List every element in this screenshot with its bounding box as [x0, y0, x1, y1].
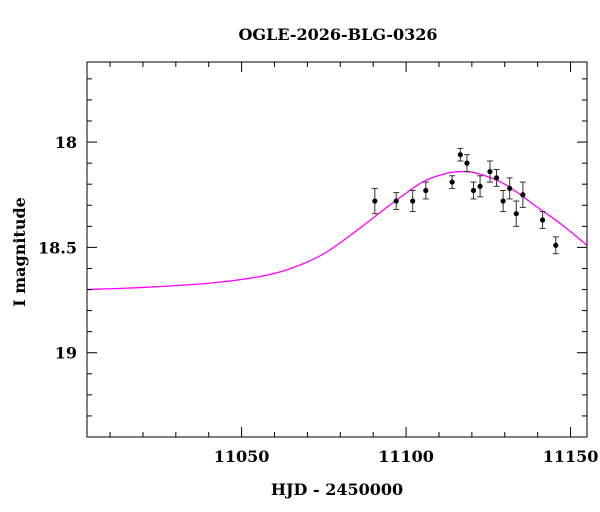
data-marker — [493, 175, 500, 181]
y-tick-label: 18 — [55, 133, 77, 152]
x-tick-labels: 11050 11100 11150 — [214, 447, 599, 466]
data-marker — [477, 183, 483, 189]
data-point — [513, 200, 520, 227]
data-marker — [393, 198, 399, 204]
data-marker — [464, 160, 470, 166]
x-tick-label: 11100 — [378, 447, 434, 466]
data-marker — [500, 198, 506, 204]
data-point — [449, 175, 456, 189]
chart-title: OGLE-2026-BLG-0326 — [238, 25, 437, 44]
data-marker — [513, 211, 519, 217]
data-marker — [410, 198, 416, 204]
axis-ticks — [87, 62, 587, 437]
data-point — [500, 190, 507, 213]
y-tick-label: 18.5 — [38, 238, 77, 257]
x-tick-label: 11050 — [214, 447, 270, 466]
x-tick-label: 11150 — [543, 447, 599, 466]
data-point — [477, 175, 484, 198]
data-marker — [457, 152, 463, 158]
data-marker — [423, 187, 429, 194]
data-point — [393, 192, 400, 210]
data-point — [409, 190, 416, 213]
data-marker — [520, 192, 526, 198]
data-point — [486, 160, 493, 183]
data-points-layer — [371, 147, 559, 255]
data-point — [470, 181, 477, 200]
data-point — [463, 154, 470, 173]
plot-frame — [86, 61, 588, 438]
data-marker — [449, 179, 455, 185]
data-marker — [507, 185, 513, 192]
x-axis-label: HJD - 2450000 — [271, 480, 403, 499]
y-axis-label: I magnitude — [10, 197, 29, 307]
data-point — [539, 211, 546, 229]
data-marker — [539, 217, 546, 223]
data-point — [506, 177, 513, 200]
data-point — [422, 181, 429, 200]
data-marker — [372, 198, 378, 204]
y-tick-label: 19 — [55, 344, 77, 363]
data-point — [457, 147, 464, 162]
data-marker — [470, 187, 477, 194]
data-point — [493, 168, 500, 187]
data-marker — [553, 242, 559, 248]
y-tick-labels: 18 18.5 19 — [38, 133, 77, 363]
data-point — [519, 181, 526, 208]
data-marker — [487, 168, 493, 175]
data-point — [552, 236, 559, 255]
data-point — [371, 187, 378, 215]
